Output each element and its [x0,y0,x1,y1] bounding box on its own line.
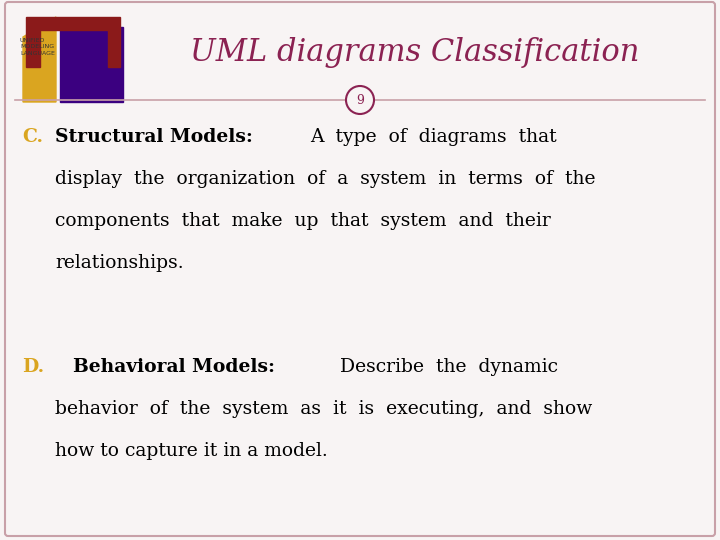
Text: relationships.: relationships. [55,254,184,272]
Text: UML diagrams Classification: UML diagrams Classification [190,37,639,68]
Polygon shape [23,17,56,102]
Text: how to capture it in a model.: how to capture it in a model. [55,442,328,460]
Text: D.: D. [22,358,44,376]
Text: C.: C. [22,128,43,146]
Text: Structural Models:: Structural Models: [55,128,253,146]
Polygon shape [26,17,120,67]
Polygon shape [60,27,123,102]
Text: Behavioral Models:: Behavioral Models: [73,358,275,376]
Text: display  the  organization  of  a  system  in  terms  of  the: display the organization of a system in … [55,170,595,188]
Text: Describe  the  dynamic: Describe the dynamic [340,358,558,376]
Text: UNIFIED
MODELING
LANGUAGE: UNIFIED MODELING LANGUAGE [20,38,55,56]
FancyBboxPatch shape [5,2,715,536]
Circle shape [346,86,374,114]
Text: components  that  make  up  that  system  and  their: components that make up that system and … [55,212,551,230]
Text: A  type  of  diagrams  that: A type of diagrams that [310,128,557,146]
Text: behavior  of  the  system  as  it  is  executing,  and  show: behavior of the system as it is executin… [55,400,593,418]
Text: 9: 9 [356,93,364,106]
